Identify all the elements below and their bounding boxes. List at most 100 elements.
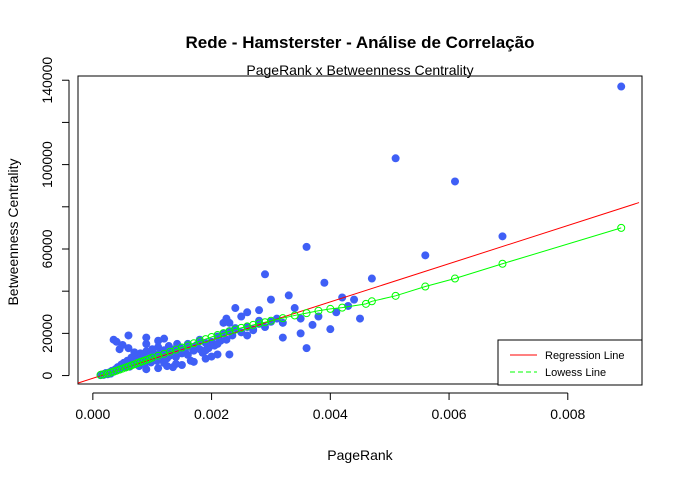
scatter-point: [124, 331, 133, 340]
lowess-point: [314, 306, 323, 315]
x-axis-label: PageRank: [327, 447, 393, 463]
scatter-point: [163, 362, 172, 371]
x-tick-label: 0.000: [75, 406, 110, 422]
scatter-point: [421, 251, 430, 260]
scatter-point: [266, 295, 275, 304]
scatter-point: [201, 346, 210, 355]
scatter-point: [213, 339, 222, 348]
scatter-point: [177, 361, 186, 370]
scatter-point: [296, 329, 305, 338]
scatter-point: [225, 318, 234, 327]
scatter-point: [308, 320, 317, 329]
lowess-point: [213, 331, 222, 340]
legend: Regression Line Lowess Line: [497, 339, 643, 386]
legend-box: [497, 339, 643, 386]
x-axis: 0.000 0.002 0.004 0.006 0.008: [75, 392, 586, 422]
scatter-point: [255, 306, 264, 315]
scatter-point: [450, 177, 459, 186]
scatter-point: [237, 312, 246, 321]
y-tick-label: 60000: [39, 229, 55, 268]
lowess-point: [391, 291, 400, 300]
lowess-point: [207, 332, 216, 341]
lowess-point: [154, 351, 163, 360]
lowess-point: [326, 304, 335, 313]
scatter-point: [320, 278, 329, 287]
scatter-point: [142, 365, 151, 374]
regression-line-path: [78, 202, 640, 384]
y-axis: 0 20000 60000 100000 140000: [39, 57, 70, 379]
y-axis-label: Betweenness Centrality: [5, 158, 21, 305]
scatter-point: [228, 331, 237, 340]
scatter-point: [142, 333, 151, 342]
scatter-points: [96, 82, 626, 380]
scatter-point: [231, 304, 240, 313]
scatter-point: [118, 340, 127, 349]
scatter-point: [207, 352, 216, 361]
scatter-point: [278, 333, 287, 342]
lowess-point: [302, 309, 311, 318]
scatter-point: [261, 270, 270, 279]
legend-lowess-label: Lowess Line: [545, 367, 606, 379]
lowess-point: [278, 314, 287, 323]
y-tick-label: 20000: [39, 314, 55, 353]
scatter-point: [130, 348, 139, 357]
scatter-point: [112, 337, 121, 346]
lowess-point: [450, 274, 459, 283]
lowess-point: [231, 325, 240, 334]
x-tick-label: 0.006: [432, 406, 467, 422]
scatter-point: [302, 344, 311, 353]
scatter-point: [243, 308, 252, 317]
lowess-point: [338, 303, 347, 312]
scatter-point: [326, 325, 335, 334]
scatter-point: [617, 82, 626, 91]
lowess-point: [148, 353, 157, 362]
scatter-point: [332, 308, 341, 317]
plot-frame: [77, 75, 643, 385]
scatter-point: [189, 357, 198, 366]
lowess-point: [617, 223, 626, 232]
lowess-point: [367, 297, 376, 306]
lowess-point: [219, 329, 228, 338]
regression-line: [78, 202, 640, 384]
scatter-point: [338, 293, 347, 302]
y-tick-label: 100000: [39, 141, 55, 188]
scatter-point: [296, 314, 305, 323]
scatter-point: [243, 331, 252, 340]
legend-regression-label: Regression Line: [545, 350, 625, 362]
scatter-point: [183, 350, 192, 359]
scatter-point: [160, 334, 169, 343]
scatter-point: [302, 242, 311, 251]
lowess-point: [249, 320, 258, 329]
scatter-point: [154, 364, 163, 373]
scatter-point: [225, 350, 234, 359]
lowess-line: [96, 223, 626, 379]
y-tick-label: 140000: [39, 57, 55, 104]
chart-title: Rede - Hamsterster - Análise de Correlaç…: [186, 33, 535, 52]
lowess-point: [266, 316, 275, 325]
x-tick-label: 0.002: [194, 406, 229, 422]
scatter-point: [142, 339, 151, 348]
y-tick-label: 0: [39, 371, 55, 379]
scatter-point: [391, 154, 400, 163]
x-tick-label: 0.004: [313, 406, 348, 422]
scatter-point: [356, 314, 364, 323]
scatter-point: [222, 335, 231, 344]
lowess-point: [498, 259, 507, 268]
lowess-point: [243, 322, 252, 331]
chart-subtitle: PageRank x Betweenness Centrality: [246, 62, 473, 78]
scatter-point: [498, 232, 507, 241]
lowess-line-path: [100, 227, 622, 376]
scatter-point: [284, 291, 293, 300]
lowess-point: [255, 319, 264, 328]
lowess-point: [225, 327, 234, 336]
lowess-point: [290, 311, 299, 320]
scatter-point: [290, 304, 299, 313]
lowess-point: [421, 282, 430, 291]
scatter-point: [350, 295, 359, 304]
lowess-point: [237, 323, 246, 332]
scatter-point: [168, 363, 177, 372]
scatter-point: [124, 344, 133, 353]
lowess-point: [261, 318, 270, 327]
scatter-point: [314, 312, 323, 321]
